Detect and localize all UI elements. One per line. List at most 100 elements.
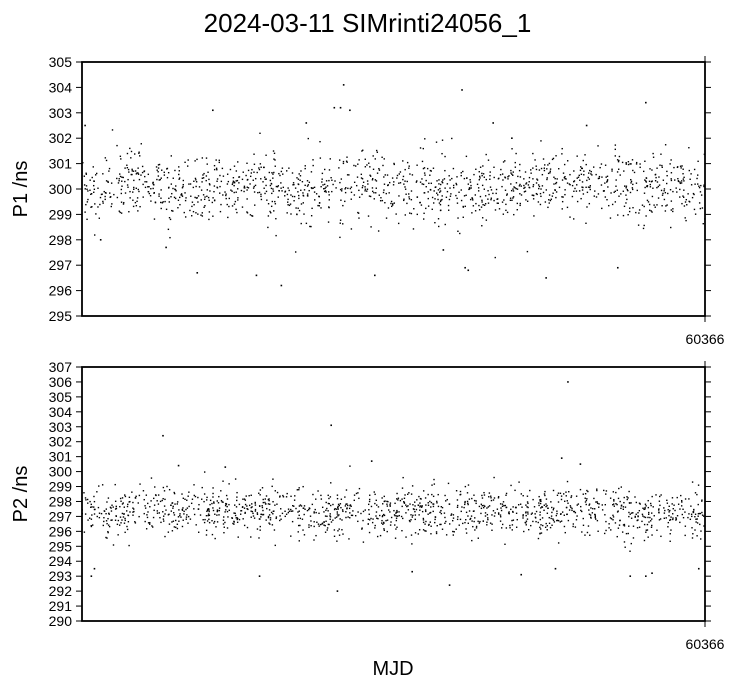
data-point <box>480 512 482 515</box>
data-point <box>191 201 194 203</box>
data-point <box>202 194 205 196</box>
data-point <box>333 529 336 531</box>
data-point <box>615 179 617 181</box>
data-point <box>661 166 663 169</box>
data-point <box>549 170 551 172</box>
data-point <box>136 200 138 203</box>
data-point <box>703 184 705 186</box>
data-point <box>558 186 561 189</box>
data-point <box>682 173 684 175</box>
data-point <box>628 525 630 527</box>
data-point <box>617 527 620 529</box>
data-point <box>493 515 496 517</box>
data-point <box>550 515 553 517</box>
data-point <box>696 535 698 537</box>
data-point <box>627 214 629 216</box>
data-point <box>341 529 343 531</box>
data-point <box>407 509 410 511</box>
data-point <box>651 195 654 198</box>
data-point <box>172 520 175 522</box>
data-point <box>158 163 161 166</box>
data-point <box>203 198 206 201</box>
data-point <box>262 498 264 501</box>
data-point <box>507 178 509 180</box>
data-point <box>139 155 141 157</box>
data-point <box>630 163 632 165</box>
data-point <box>327 494 329 497</box>
data-point <box>472 205 475 207</box>
data-point <box>265 519 267 521</box>
data-point <box>382 191 385 194</box>
data-point <box>463 195 466 197</box>
data-point <box>441 198 443 201</box>
data-point <box>170 155 172 157</box>
outlier-point <box>339 106 342 109</box>
data-point <box>185 516 188 518</box>
data-point <box>429 521 432 523</box>
data-point <box>215 159 217 161</box>
data-point <box>511 173 513 175</box>
data-point <box>254 504 257 506</box>
data-point <box>427 524 430 526</box>
data-point <box>700 538 702 540</box>
data-point <box>569 173 571 176</box>
data-point <box>548 162 551 165</box>
data-point <box>346 174 349 176</box>
data-point <box>368 509 370 511</box>
data-point <box>589 534 591 536</box>
data-point <box>698 512 700 515</box>
data-point <box>189 518 192 520</box>
data-point <box>266 199 268 201</box>
data-point <box>440 512 443 515</box>
data-point <box>595 501 597 503</box>
data-point <box>271 192 273 195</box>
data-point <box>144 507 147 509</box>
data-point <box>410 190 413 192</box>
data-point <box>604 503 606 506</box>
data-point <box>396 498 398 500</box>
data-point <box>275 517 277 520</box>
data-point <box>137 172 139 174</box>
data-point <box>110 507 112 509</box>
data-point <box>604 164 607 166</box>
data-point <box>183 211 185 214</box>
data-point <box>404 186 406 188</box>
data-point <box>133 510 135 513</box>
data-point <box>191 498 194 500</box>
data-point <box>348 174 350 176</box>
data-point <box>129 511 131 513</box>
data-point <box>561 511 564 513</box>
data-point <box>314 199 316 201</box>
data-point <box>667 509 669 511</box>
data-point <box>401 487 404 489</box>
data-point <box>628 490 630 493</box>
data-point <box>146 516 149 519</box>
data-point <box>647 506 650 509</box>
data-point <box>204 518 206 521</box>
data-point <box>393 509 395 512</box>
data-point <box>87 198 89 201</box>
data-point <box>478 179 481 181</box>
data-point <box>143 498 145 501</box>
data-point <box>421 183 423 185</box>
data-point <box>635 211 637 214</box>
data-point <box>213 168 216 171</box>
data-point <box>655 176 657 179</box>
data-point <box>519 204 521 207</box>
data-point <box>630 502 632 504</box>
data-point <box>653 204 655 206</box>
data-point <box>513 213 515 216</box>
data-point <box>235 506 238 508</box>
data-point <box>649 168 651 170</box>
data-point <box>368 498 371 501</box>
data-point <box>421 160 424 163</box>
data-point <box>342 160 345 163</box>
data-point <box>645 177 648 179</box>
data-point <box>631 188 634 191</box>
data-point <box>695 521 697 523</box>
data-point <box>624 506 627 508</box>
data-point <box>177 207 179 209</box>
data-point <box>102 202 104 204</box>
data-point <box>427 191 429 193</box>
data-point <box>430 170 432 172</box>
